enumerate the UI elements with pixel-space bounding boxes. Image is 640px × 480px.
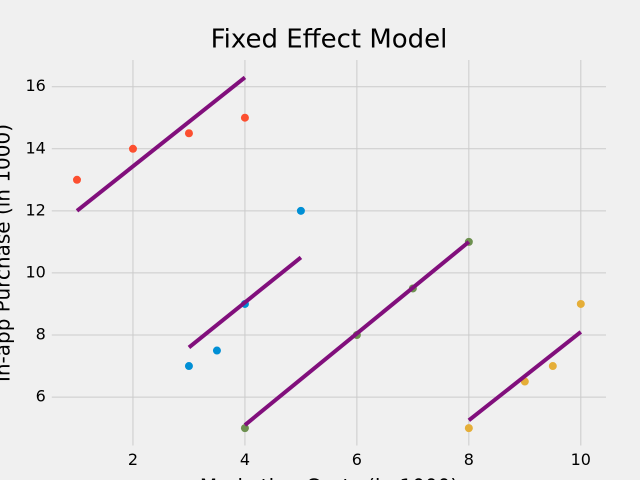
point bbox=[212, 346, 221, 355]
y-tick-label: 16 bbox=[25, 76, 45, 95]
x-axis-label: Marketing Costs (in 1000) bbox=[200, 475, 458, 480]
y-tick-label: 8 bbox=[36, 325, 46, 344]
y-axis-label: In-app Purchase (in 1000) bbox=[0, 124, 15, 382]
fit-line bbox=[75, 75, 247, 213]
point bbox=[184, 362, 193, 371]
chart-title: Fixed Effect Model bbox=[211, 25, 448, 55]
x-tick-label: 6 bbox=[352, 450, 362, 469]
point bbox=[184, 129, 193, 138]
point bbox=[576, 299, 585, 308]
point bbox=[240, 424, 249, 433]
point bbox=[128, 144, 137, 153]
point bbox=[240, 113, 249, 122]
point bbox=[464, 424, 473, 433]
x-tick-label: 2 bbox=[128, 450, 138, 469]
y-tick-label: 12 bbox=[25, 200, 45, 219]
x-tick-label: 8 bbox=[464, 450, 474, 469]
point bbox=[548, 362, 557, 371]
x-tick-label: 4 bbox=[240, 450, 250, 469]
fit-line bbox=[243, 240, 471, 427]
fit-line bbox=[187, 255, 303, 349]
x-tick-label: 10 bbox=[571, 450, 591, 469]
point bbox=[296, 206, 305, 215]
fit-line bbox=[467, 330, 583, 422]
y-tick-label: 10 bbox=[25, 262, 45, 281]
y-tick-label: 14 bbox=[25, 138, 45, 157]
point bbox=[72, 175, 81, 184]
y-tick-label: 6 bbox=[36, 387, 46, 406]
